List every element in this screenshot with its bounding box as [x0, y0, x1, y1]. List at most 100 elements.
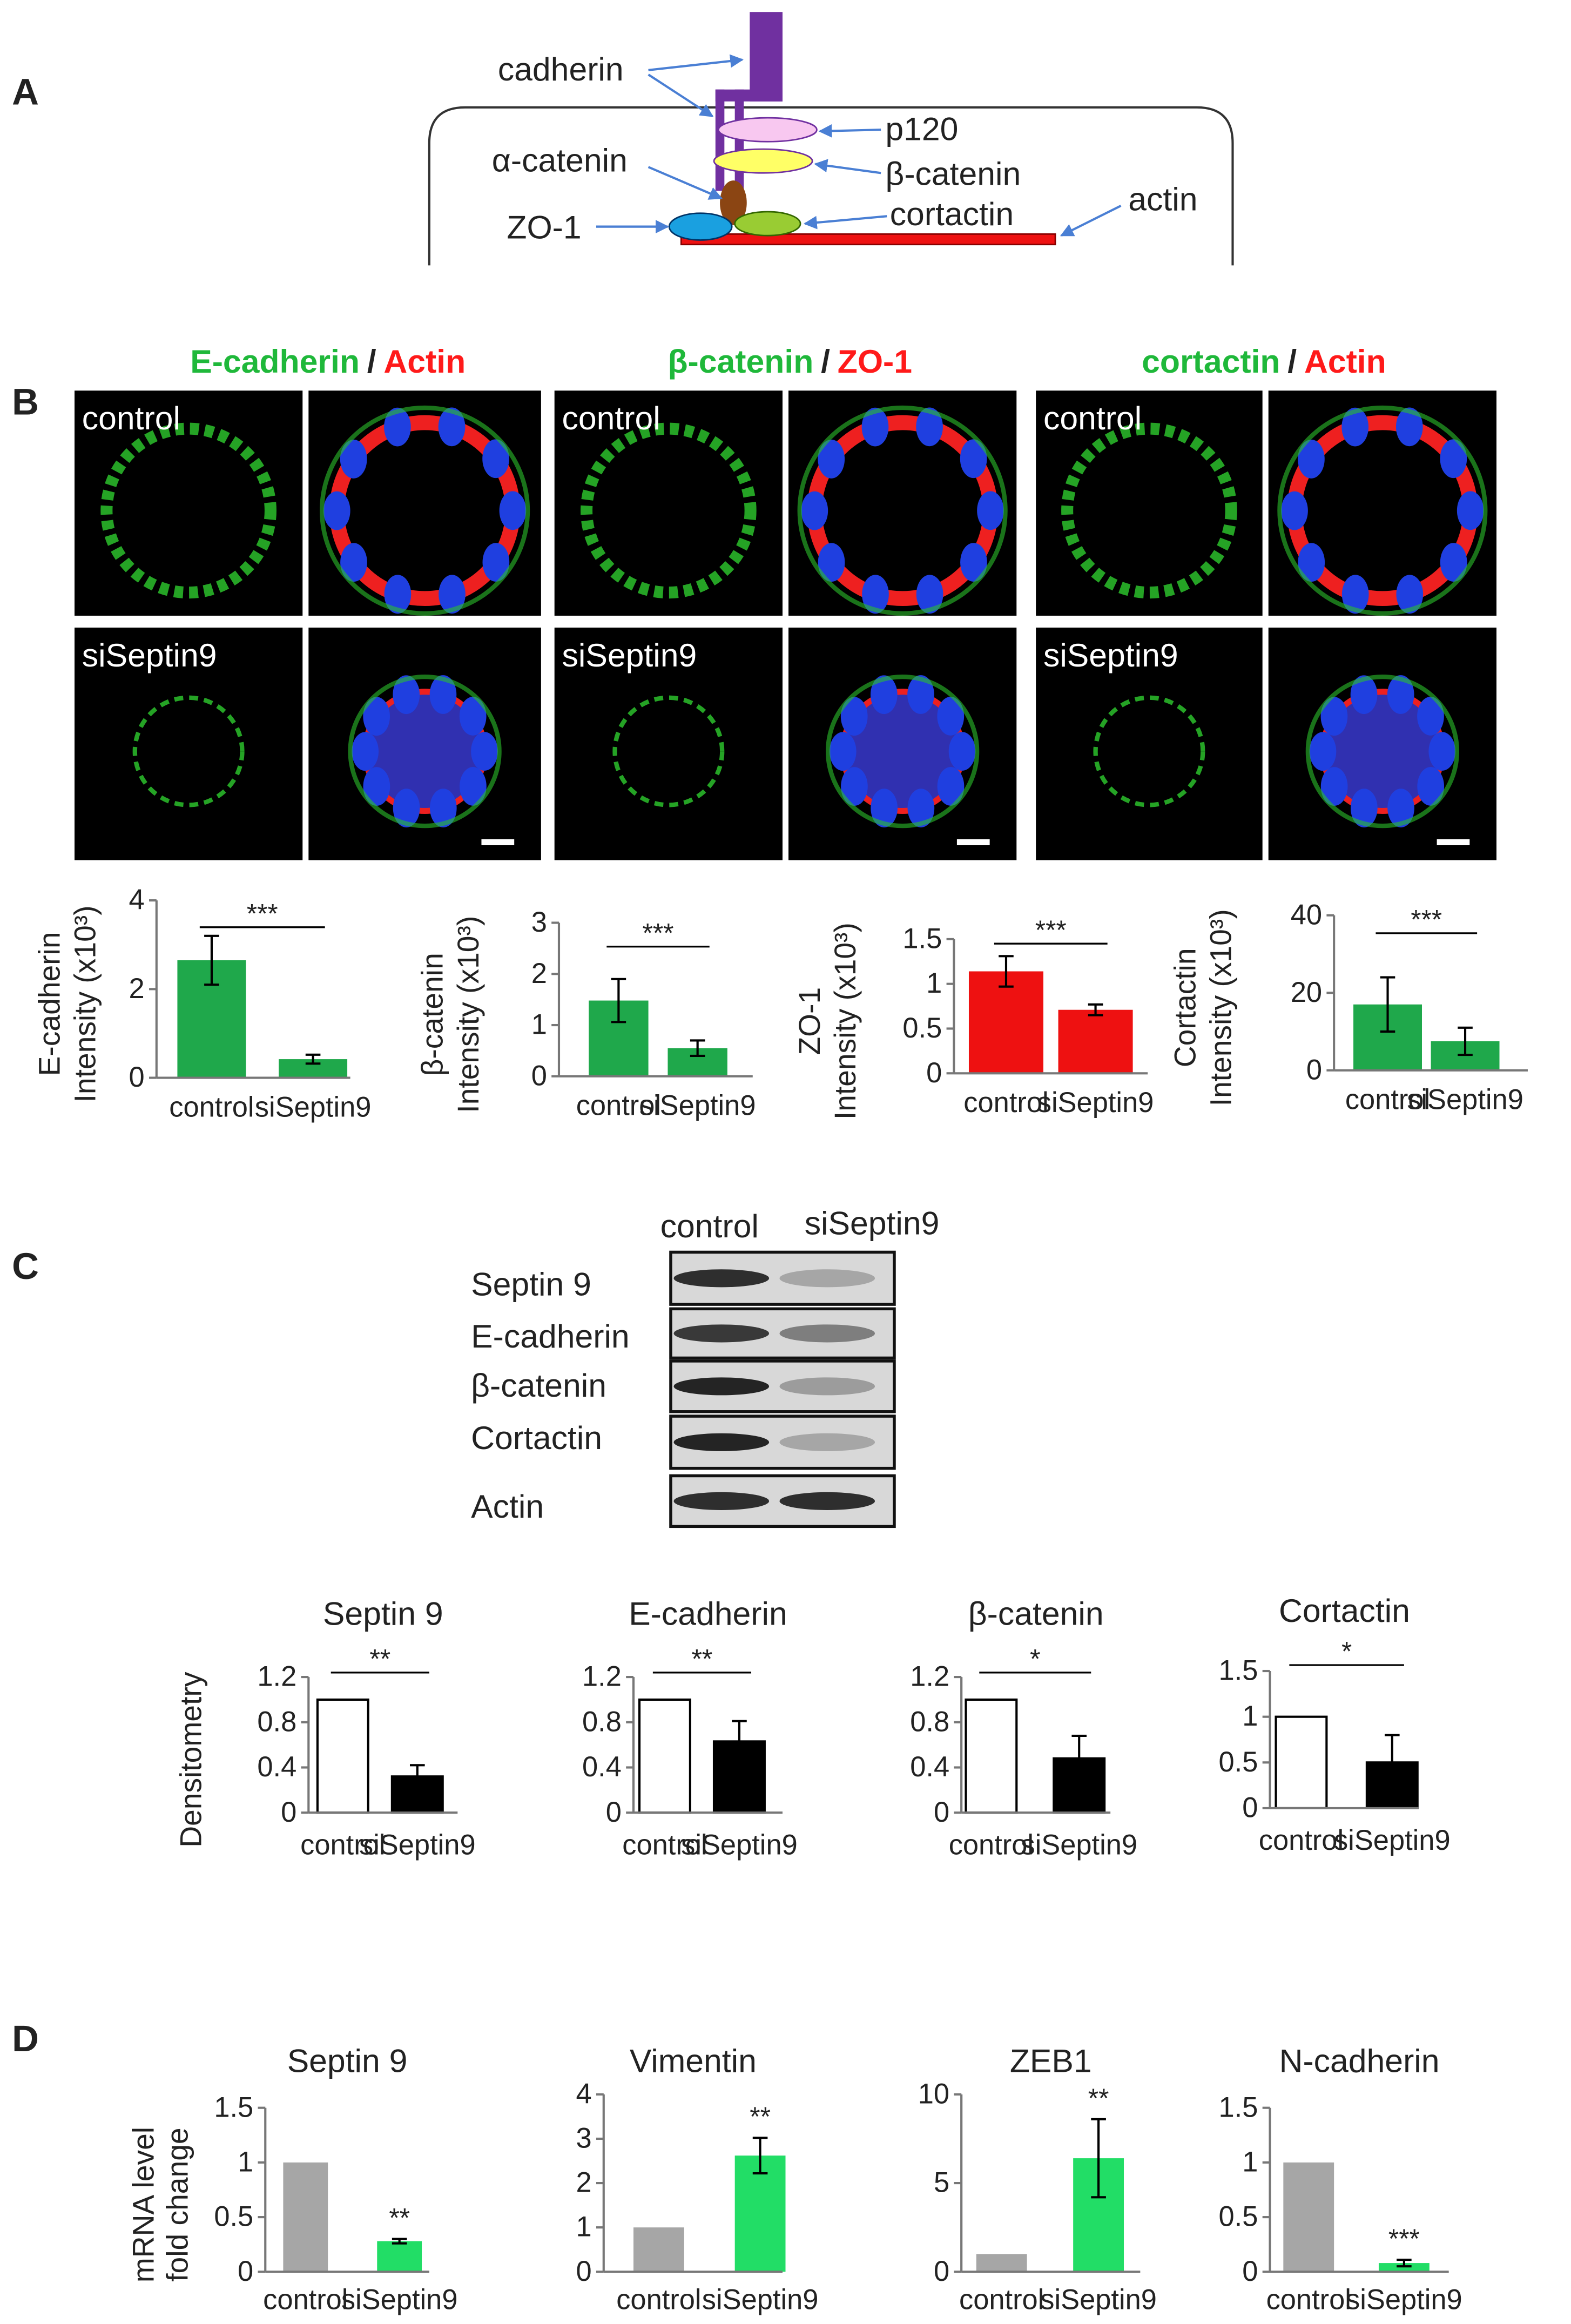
- y-tick-label: 0: [238, 2256, 253, 2287]
- scale-bar: [956, 839, 990, 846]
- nucleus: [1417, 767, 1445, 806]
- y-tick-label: 3: [576, 2123, 592, 2154]
- y-axis-label: mRNA level: [126, 2127, 160, 2282]
- zo1-shape: [668, 212, 733, 241]
- x-tick-label: siSeptin9: [702, 2284, 819, 2315]
- chart-title: ZEB1: [1010, 2042, 1092, 2079]
- nucleus: [439, 575, 466, 614]
- marker-name: Actin: [1304, 343, 1386, 380]
- label: ZO-1: [507, 209, 581, 246]
- nucleus: [1298, 543, 1325, 582]
- micrograph: [1036, 628, 1263, 860]
- y-tick-label: 1.2: [582, 1661, 622, 1693]
- nucleus: [393, 675, 420, 715]
- y-tick-label: 4: [576, 2078, 592, 2110]
- error-bar: [305, 1053, 321, 1065]
- significance: **: [750, 2101, 771, 2132]
- x-tick-label: siSeptin9: [639, 1090, 756, 1122]
- band: [779, 1269, 875, 1288]
- green-stain: [826, 674, 980, 828]
- y-tick-label: 0.5: [902, 1013, 942, 1044]
- column-label: control: [660, 1208, 759, 1244]
- nucleus: [1350, 675, 1378, 715]
- green-stain: [797, 405, 1008, 616]
- error-bar: [690, 1039, 705, 1057]
- row-label: Cortactin: [471, 1419, 602, 1456]
- y-tick-label: 1: [238, 2146, 253, 2178]
- nucleus: [907, 789, 935, 827]
- micrograph: [74, 628, 303, 860]
- y-tick-label: 0.5: [1219, 2201, 1258, 2233]
- y-axis-label: Intensity (x10³): [451, 916, 485, 1113]
- cadherin-shape: [750, 12, 783, 102]
- y-tick-label: 2: [576, 2167, 592, 2199]
- nucleus: [1320, 767, 1348, 806]
- x-tick-label: control: [263, 2284, 348, 2315]
- column-label: siSeptin9: [805, 1204, 940, 1241]
- x-tick-label: siSeptin9: [341, 2284, 458, 2315]
- error-bar: [1071, 1734, 1087, 1782]
- separator: /: [367, 343, 376, 380]
- y-tick-label: 5: [934, 2167, 949, 2199]
- y-tick-label: 0: [1306, 1054, 1322, 1086]
- row-label: Septin 9: [471, 1266, 591, 1303]
- error-bar: [1385, 1734, 1400, 1791]
- y-tick-label: 2: [129, 973, 145, 1005]
- error-bar: [409, 1764, 425, 1789]
- arrows: [596, 54, 1122, 237]
- label: cortactin: [890, 196, 1014, 232]
- band: [673, 1269, 770, 1288]
- marker-name: E-cadherin: [190, 343, 360, 380]
- nucleus: [1298, 440, 1325, 479]
- x-tick-label: siSeptin9: [1407, 1084, 1523, 1116]
- y-tick-label: 0: [606, 1797, 622, 1828]
- y-tick-label: 4: [129, 885, 145, 916]
- nucleus: [1387, 789, 1414, 827]
- x-tick-label: control: [576, 1090, 661, 1122]
- label: cadherin: [498, 51, 624, 87]
- y-axis-label: fold change: [161, 2127, 194, 2281]
- x-tick-label: siSeptin9: [1040, 2284, 1157, 2315]
- significance: ***: [1035, 915, 1067, 945]
- green-stain: [581, 422, 757, 599]
- x-tick-label: siSeptin9: [1334, 1825, 1451, 1856]
- y-tick-label: 0.5: [1219, 1747, 1258, 1778]
- panel-letter: A: [12, 71, 39, 112]
- condition-label: control: [562, 400, 660, 436]
- marker-name: cortactin: [1142, 343, 1280, 380]
- green-stain: [320, 405, 530, 616]
- chart-title: Cortactin: [1279, 1592, 1410, 1629]
- cadherin-shape: [715, 89, 783, 102]
- nucleus: [459, 697, 487, 736]
- chart-title: N-cadherin: [1279, 2042, 1440, 2079]
- error-bar: [1397, 2258, 1412, 2268]
- nucleus: [1341, 407, 1369, 447]
- x-tick-label: control: [622, 1830, 707, 1861]
- micrograph: [554, 628, 783, 860]
- nucleus: [870, 675, 898, 715]
- condition-label: siSeptin9: [1043, 637, 1178, 673]
- green-stain: [100, 422, 277, 599]
- nucleus: [393, 789, 420, 828]
- y-tick-label: 1.5: [1219, 2092, 1258, 2123]
- nucleus: [363, 697, 390, 736]
- condition-label: control: [82, 400, 180, 436]
- y-tick-label: 0: [281, 1797, 296, 1828]
- bar: [734, 2155, 786, 2272]
- bar: [1283, 2162, 1334, 2272]
- y-tick-label: 2: [531, 958, 547, 989]
- nucleus: [916, 575, 943, 614]
- green-stain: [612, 695, 725, 807]
- micrograph: [1036, 390, 1263, 616]
- nucleus: [1320, 697, 1348, 736]
- green-stain: [132, 695, 245, 807]
- band: [673, 1492, 770, 1510]
- y-tick-label: 1: [531, 1009, 547, 1041]
- y-tick-label: 0.4: [910, 1752, 949, 1783]
- nucleus: [1395, 407, 1423, 447]
- y-tick-label: 0: [934, 2256, 949, 2287]
- band: [779, 1492, 875, 1510]
- error-bar: [1380, 976, 1395, 1033]
